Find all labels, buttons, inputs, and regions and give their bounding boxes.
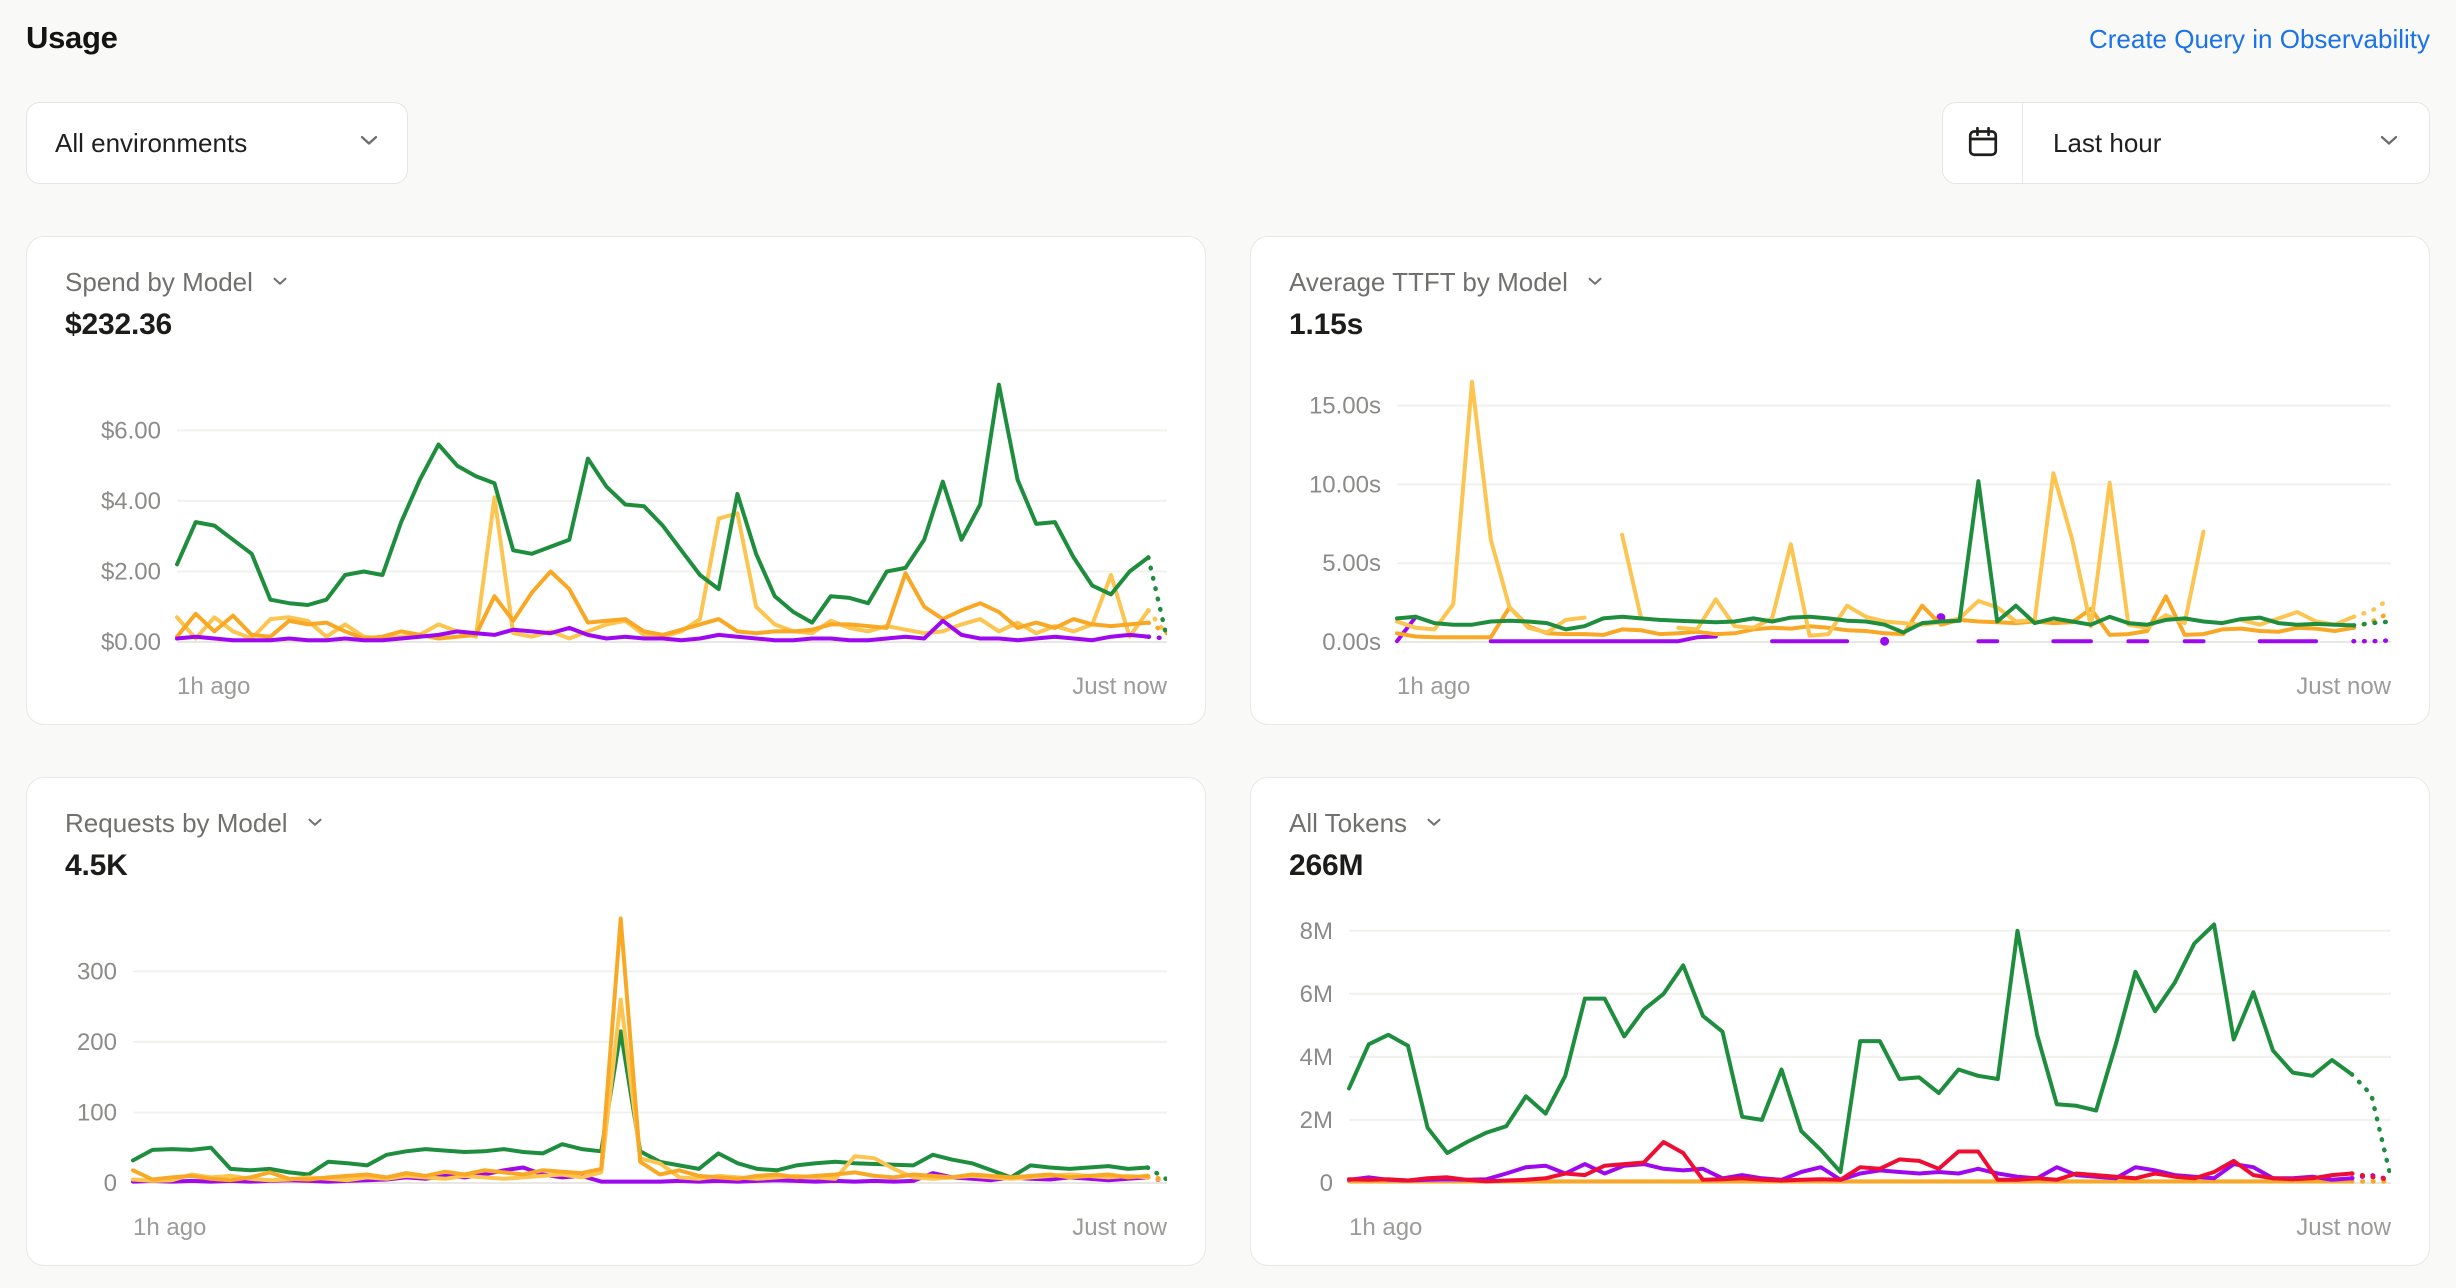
svg-text:4M: 4M: [1300, 1044, 1333, 1071]
svg-text:$6.00: $6.00: [101, 417, 161, 444]
svg-text:15.00s: 15.00s: [1309, 393, 1381, 420]
chevron-down-icon: [1423, 811, 1445, 836]
time-range-value: Last hour: [2053, 127, 2162, 158]
time-range-select[interactable]: Last hour: [2023, 103, 2429, 183]
chevron-down-icon: [355, 126, 383, 161]
chart-title: Average TTFT by Model: [1289, 267, 1568, 297]
svg-text:300: 300: [77, 958, 117, 985]
metric-select-tokens[interactable]: All Tokens: [1289, 808, 1445, 839]
requests-by-model-chart[interactable]: 0 100 200 300 1h ago Just now: [65, 899, 1167, 1245]
chart-title: Spend by Model: [65, 267, 253, 297]
chart-card-spend: Spend by Model $232.36 $0.00 $2.00 $4.00 $6…: [26, 236, 1206, 725]
svg-text:2M: 2M: [1300, 1107, 1333, 1134]
chart-title: All Tokens: [1289, 808, 1408, 838]
metric-select-ttft[interactable]: Average TTFT by Model: [1289, 267, 1606, 298]
svg-text:0: 0: [1320, 1170, 1333, 1197]
svg-text:8M: 8M: [1300, 918, 1333, 945]
svg-text:1h ago: 1h ago: [177, 673, 250, 700]
svg-text:5.00s: 5.00s: [1322, 550, 1381, 577]
chevron-down-icon: [304, 811, 326, 836]
metric-total-value: 1.15s: [1289, 308, 1364, 341]
calendar-button[interactable]: [1943, 103, 2023, 183]
svg-text:Just now: Just now: [1072, 673, 1167, 700]
chevron-down-icon: [1584, 270, 1606, 295]
spend-by-model-chart[interactable]: $0.00 $2.00 $4.00 $6.00 1h ago Just now: [65, 358, 1167, 704]
svg-text:1h ago: 1h ago: [133, 1214, 206, 1241]
svg-text:Just now: Just now: [2296, 673, 2391, 700]
chart-card-requests: Requests by Model 4.5K 0 100 200 300 1h ago J…: [26, 777, 1206, 1266]
chevron-down-icon: [269, 270, 291, 295]
metric-total-value: 266M: [1289, 849, 1364, 882]
create-query-link[interactable]: Create Query in Observability: [2088, 24, 2430, 54]
metric-total-value: $232.36: [65, 308, 173, 341]
time-range-group: Last hour: [1942, 102, 2430, 184]
page-title: Usage: [26, 20, 118, 55]
calendar-icon: [1965, 124, 2001, 163]
svg-text:Just now: Just now: [1072, 1214, 1167, 1241]
metric-total-value: 4.5K: [65, 849, 128, 882]
chart-card-tokens: All Tokens 266M 0 2M 4M 6M 8M 1h ago Just now: [1250, 777, 2430, 1266]
metric-select-spend[interactable]: Spend by Model: [65, 267, 291, 298]
metric-select-requests[interactable]: Requests by Model: [65, 808, 326, 839]
charts-grid: Spend by Model $232.36 $0.00 $2.00 $4.00 $6…: [26, 236, 2430, 1266]
page-header: Usage Create Query in Observability: [26, 20, 2430, 56]
svg-text:$0.00: $0.00: [101, 629, 161, 656]
chevron-down-icon: [2375, 126, 2403, 161]
svg-text:$4.00: $4.00: [101, 488, 161, 515]
svg-text:1h ago: 1h ago: [1349, 1214, 1422, 1241]
svg-text:0: 0: [104, 1170, 117, 1197]
svg-text:100: 100: [77, 1100, 117, 1127]
chart-title: Requests by Model: [65, 808, 288, 838]
svg-text:10.00s: 10.00s: [1309, 471, 1381, 498]
chart-card-ttft: Average TTFT by Model 1.15s 0.00s 5.00s 10…: [1250, 236, 2430, 725]
svg-text:0.00s: 0.00s: [1322, 629, 1381, 656]
filter-bar: All environments Last hour: [26, 102, 2430, 184]
all-tokens-chart[interactable]: 0 2M 4M 6M 8M 1h ago Just now: [1289, 899, 2391, 1245]
svg-text:200: 200: [77, 1029, 117, 1056]
svg-text:$2.00: $2.00: [101, 559, 161, 586]
svg-text:Just now: Just now: [2296, 1214, 2391, 1241]
svg-text:1h ago: 1h ago: [1397, 673, 1470, 700]
svg-text:6M: 6M: [1300, 981, 1333, 1008]
environment-select[interactable]: All environments: [26, 102, 408, 184]
avg-ttft-by-model-chart[interactable]: 0.00s 5.00s 10.00s 15.00s 1h ago Just now: [1289, 358, 2391, 704]
environment-select-value: All environments: [55, 127, 248, 158]
